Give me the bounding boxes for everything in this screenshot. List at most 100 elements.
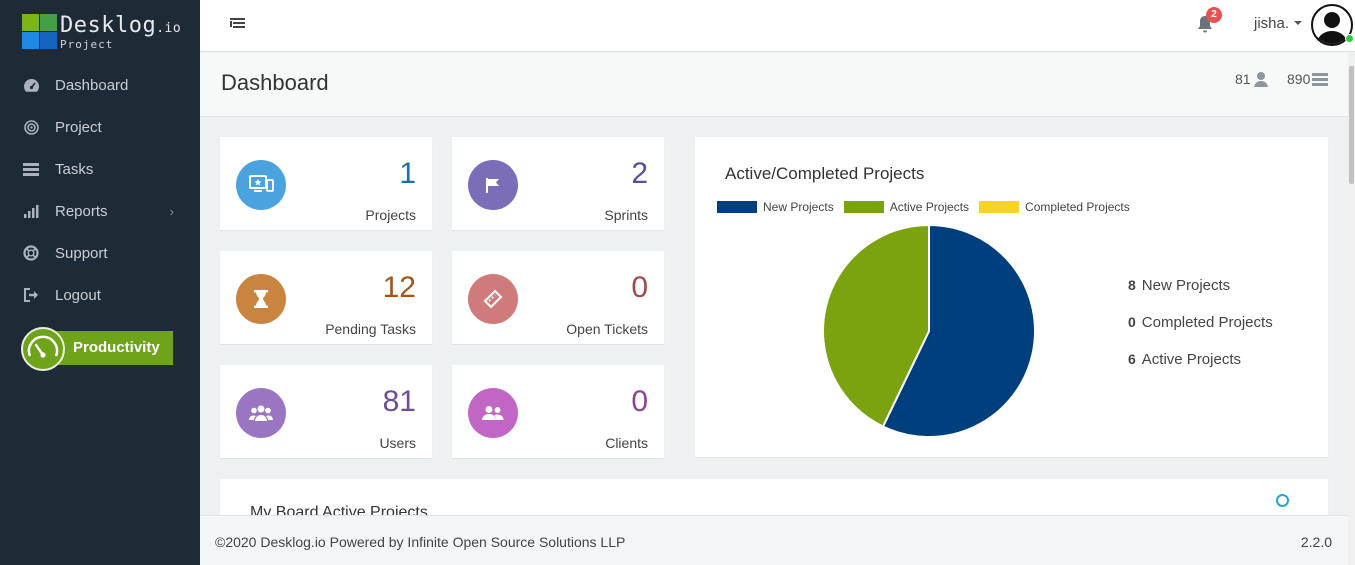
pie-slice-active-projects[interactable] xyxy=(822,223,930,428)
clients-icon xyxy=(482,406,504,420)
legend-label: Active Projects xyxy=(889,200,970,214)
stat-icon-circle xyxy=(468,388,518,438)
stat-label: Clients xyxy=(605,435,648,451)
lifebuoy-icon xyxy=(22,244,40,262)
brand-logo[interactable]: Desklog.io Project xyxy=(22,13,192,54)
summary-value: 6 xyxy=(1128,351,1136,367)
summary-label: Active Projects xyxy=(1141,351,1241,368)
stat-icon-circle xyxy=(236,274,286,324)
stat-label: Pending Tasks xyxy=(325,321,416,337)
speedometer-icon xyxy=(21,327,65,371)
sidebar-item-logout[interactable]: Logout xyxy=(0,274,200,316)
stat-label: Sprints xyxy=(604,207,648,223)
stat-card-users[interactable]: 81 Users xyxy=(220,365,432,458)
summary-completed-projects: 0 Completed Projects xyxy=(1128,314,1273,331)
chart-legend: New Projects Active Projects Completed P… xyxy=(717,200,1140,214)
tasks-icon xyxy=(22,160,40,178)
legend-item-new-projects[interactable]: New Projects xyxy=(717,200,834,214)
stat-card-clients[interactable]: 0 Clients xyxy=(452,365,664,458)
sidebar-item-label: Reports xyxy=(55,202,108,220)
user-menu-name[interactable]: jisha. xyxy=(1254,15,1290,32)
stat-value: 0 xyxy=(631,271,648,304)
sidebar-item-label: Support xyxy=(55,244,108,262)
tasks-list-icon xyxy=(1312,72,1329,86)
stat-icon-circle xyxy=(468,274,518,324)
sidebar-item-support[interactable]: Support xyxy=(0,232,200,274)
sidebar-item-dashboard[interactable]: Dashboard xyxy=(0,64,200,106)
ticket-icon xyxy=(483,289,503,309)
stat-icon-circle xyxy=(236,160,286,210)
chart-title: Active/Completed Projects xyxy=(725,164,925,183)
legend-swatch xyxy=(717,201,757,213)
summary-new-projects: 8 New Projects xyxy=(1128,277,1230,294)
flag-icon xyxy=(486,178,499,193)
stat-value: 12 xyxy=(382,271,416,304)
sidebar: Desklog.io Project Dashboard Project Tas… xyxy=(0,0,200,565)
stat-value: 1 xyxy=(399,157,416,190)
stat-value: 2 xyxy=(631,157,648,190)
logo-mark-icon xyxy=(22,14,58,50)
pie-slice-new-projects[interactable] xyxy=(881,223,1036,438)
stat-card-pending-tasks[interactable]: 12 Pending Tasks xyxy=(220,251,432,344)
sidebar-item-tasks[interactable]: Tasks xyxy=(0,148,200,190)
menu-toggle-icon[interactable] xyxy=(230,17,246,31)
scrollbar-thumb[interactable] xyxy=(1349,66,1354,184)
top-bar: 2 jisha. xyxy=(200,0,1355,52)
chevron-right-icon: › xyxy=(169,203,174,219)
user-icon xyxy=(1253,72,1268,87)
target-icon xyxy=(22,118,40,136)
sidebar-item-reports[interactable]: Reports › xyxy=(0,190,200,232)
summary-label: New Projects xyxy=(1141,277,1231,294)
page-scrollbar[interactable] xyxy=(1348,53,1355,565)
sidebar-item-label: Tasks xyxy=(55,160,94,178)
bar-chart-icon xyxy=(22,202,40,220)
monitor-star-icon xyxy=(249,175,274,192)
stat-card-sprints[interactable]: 2 Sprints xyxy=(452,137,664,230)
legend-label: Completed Projects xyxy=(1025,200,1130,214)
users-count: 81 xyxy=(1235,71,1251,87)
board-card: My Board Active Projects xyxy=(220,479,1328,515)
footer: ©2020 Desklog.io Powered by Infinite Ope… xyxy=(200,515,1348,565)
header-users-stat: 81 xyxy=(1235,71,1269,87)
legend-item-active-projects[interactable]: Active Projects xyxy=(843,200,970,214)
app-version: 2.2.0 xyxy=(1300,534,1332,550)
header-tasks-stat: 890 xyxy=(1287,71,1329,87)
board-title: My Board Active Projects xyxy=(250,504,428,515)
legend-swatch xyxy=(979,201,1020,213)
summary-value: 8 xyxy=(1128,277,1136,293)
productivity-button[interactable]: Productivity xyxy=(21,327,173,371)
legend-label: New Projects xyxy=(763,200,834,214)
sidebar-item-label: Dashboard xyxy=(55,76,129,94)
page-title: Dashboard xyxy=(221,70,329,95)
sidebar-item-label: Logout xyxy=(55,286,101,304)
stat-value: 81 xyxy=(382,385,416,418)
brand-product: Project xyxy=(60,38,114,51)
sidebar-item-label: Project xyxy=(55,118,102,136)
tasks-count: 890 xyxy=(1287,71,1311,87)
stat-label: Users xyxy=(379,435,416,451)
stat-card-open-tickets[interactable]: 0 Open Tickets xyxy=(452,251,664,344)
summary-label: Completed Projects xyxy=(1141,314,1273,331)
stat-label: Projects xyxy=(365,207,416,223)
notification-badge: 2 xyxy=(1206,7,1222,23)
logout-icon xyxy=(22,286,40,304)
summary-value: 0 xyxy=(1128,314,1136,330)
loading-spinner-icon xyxy=(1276,494,1289,507)
page-header: Dashboard 81 890 xyxy=(200,53,1348,117)
legend-swatch xyxy=(843,201,884,213)
footer-copyright: ©2020 Desklog.io Powered by Infinite Ope… xyxy=(215,534,626,550)
caret-down-icon[interactable] xyxy=(1294,21,1302,25)
brand-name: Desklog.io xyxy=(60,13,182,38)
stat-card-projects[interactable]: 1 Projects xyxy=(220,137,432,230)
sidebar-nav: Dashboard Project Tasks Reports › Supp xyxy=(0,64,200,316)
users-icon xyxy=(249,405,273,421)
legend-item-completed-projects[interactable]: Completed Projects xyxy=(979,200,1130,214)
summary-active-projects: 6 Active Projects xyxy=(1128,351,1241,368)
sidebar-item-project[interactable]: Project xyxy=(0,106,200,148)
hourglass-icon xyxy=(254,290,268,308)
stat-icon-circle xyxy=(468,160,518,210)
stat-value: 0 xyxy=(631,385,648,418)
stat-label: Open Tickets xyxy=(566,321,648,337)
dashboard-icon xyxy=(22,76,40,94)
stat-icon-circle xyxy=(236,388,286,438)
